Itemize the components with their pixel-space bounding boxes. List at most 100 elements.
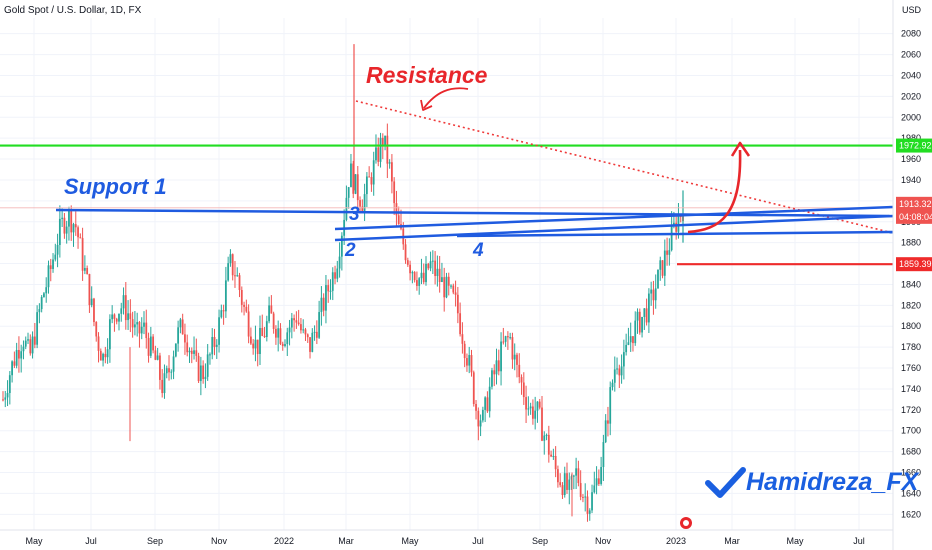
candle-body	[293, 318, 296, 321]
candle-body	[552, 455, 555, 457]
candle-body	[254, 339, 257, 349]
candle-body	[500, 341, 502, 372]
y-tick-label: 2040	[901, 70, 921, 80]
candle-body	[74, 224, 77, 228]
candle-body	[629, 336, 632, 343]
y-tick-label: 1620	[901, 509, 921, 519]
y-tick-label: 2060	[901, 50, 921, 60]
candle-body	[359, 200, 361, 207]
candle-body	[218, 317, 220, 345]
candle-body	[165, 368, 168, 374]
x-tick-label: Mar	[338, 536, 354, 546]
candle-body	[261, 327, 264, 336]
candle-body	[420, 272, 423, 279]
red-price-tag: 1859.39	[899, 259, 932, 269]
candle-body	[477, 410, 480, 427]
y-tick-label: 1940	[901, 175, 921, 185]
current-price-tag: 1913.32	[899, 199, 932, 209]
candle-body	[529, 406, 532, 409]
x-tick-label: Nov	[211, 536, 228, 546]
candle-body	[120, 308, 123, 314]
candle-body	[231, 254, 234, 276]
candle-body	[386, 135, 389, 164]
candle-body	[470, 355, 473, 373]
candle-body	[416, 280, 418, 286]
support-1-label: Support 1	[64, 174, 167, 199]
candle-body	[113, 314, 116, 319]
green-price-tag: 1972.92	[899, 141, 932, 151]
candle-body	[632, 336, 634, 344]
candle-body	[27, 339, 29, 341]
candle-body	[147, 338, 150, 356]
candle-body	[616, 368, 618, 370]
candle-body	[475, 403, 477, 411]
candle-body	[95, 322, 98, 337]
y-tick-label: 1680	[901, 447, 921, 457]
candle-body	[204, 376, 207, 380]
candle-body	[290, 318, 293, 328]
candle-body	[36, 312, 39, 345]
candle-body	[661, 260, 664, 276]
candle-body	[641, 316, 643, 333]
candle-body	[4, 397, 7, 400]
candle-body	[297, 322, 300, 325]
candle-body	[47, 265, 50, 288]
candle-body	[256, 339, 259, 355]
candle-body	[518, 364, 521, 378]
candle-body	[404, 244, 407, 261]
candle-body	[83, 268, 86, 271]
candle-body	[493, 370, 496, 375]
candle-body	[554, 455, 557, 470]
y-tick-label: 1960	[901, 154, 921, 164]
candle-body	[522, 382, 525, 398]
price-tags: 1972.92 1913.32 04:08:04 1859.39	[896, 138, 932, 272]
candle-body	[170, 371, 173, 373]
candle-body	[156, 355, 159, 360]
candle-body	[300, 324, 302, 331]
candle-body	[379, 137, 382, 162]
candle-body	[172, 356, 175, 372]
candle-body	[93, 298, 95, 323]
candle-body	[645, 308, 648, 323]
candle-body	[572, 475, 575, 477]
candle-body	[372, 160, 375, 185]
candle-body	[338, 256, 341, 269]
candle-body	[418, 278, 421, 286]
candle-body	[659, 260, 662, 270]
y-tick-label: 1840	[901, 279, 921, 289]
candle-body	[177, 327, 180, 344]
y-tick-label: 1800	[901, 321, 921, 331]
candle-body	[495, 360, 498, 375]
candle-body	[304, 329, 307, 335]
projection-arrow-curve	[687, 149, 742, 234]
candle-body	[427, 263, 430, 269]
candle-body	[395, 203, 398, 216]
watermark-text: Hamidreza_FX	[746, 468, 919, 496]
candle-body	[677, 216, 680, 232]
y-tick-label: 1740	[901, 384, 921, 394]
candle-body	[459, 313, 462, 335]
candle-body	[347, 187, 350, 198]
trendline-2	[334, 214, 894, 242]
candle-body	[445, 276, 448, 298]
candle-body	[609, 387, 612, 424]
candle-body	[108, 319, 111, 350]
candle-body	[597, 478, 600, 484]
candle-body	[70, 210, 73, 233]
candle-body	[118, 313, 120, 322]
y-tick-label: 1660	[901, 468, 921, 478]
candle-body	[438, 268, 441, 283]
x-tick-label: 2022	[274, 536, 294, 546]
candle-body	[502, 341, 505, 343]
candle-body	[595, 478, 598, 486]
countdown-tag-bg	[896, 209, 932, 224]
candle-body	[441, 277, 443, 283]
candle-body	[481, 409, 484, 421]
candle-body	[329, 290, 332, 292]
candle-body	[584, 496, 587, 498]
trendline-number-3: 3	[349, 204, 360, 225]
y-tick-label: 1980	[901, 133, 921, 143]
candle-body	[468, 355, 471, 366]
candle-body	[547, 434, 550, 455]
candle-body	[286, 332, 289, 345]
